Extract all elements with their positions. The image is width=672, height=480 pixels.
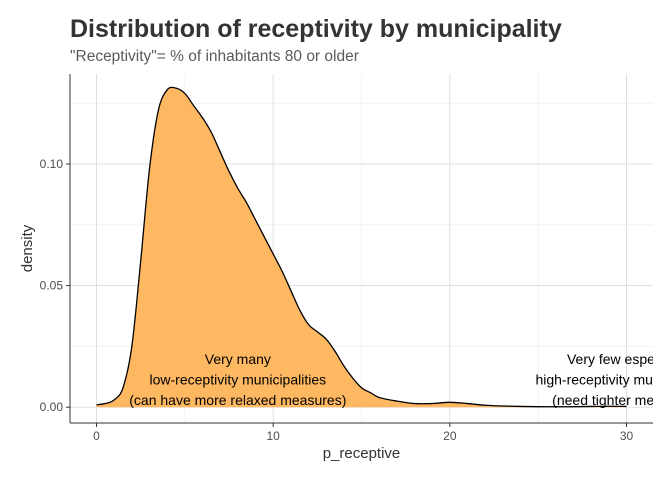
density-line (96, 86, 627, 408)
y-axis-ticks: 0.00 0.05 0.10 (40, 157, 70, 414)
annotation-line: high-receptivity municipalities (535, 372, 672, 388)
x-tick-label: 20 (443, 429, 457, 443)
density-series (96, 86, 627, 408)
annotations: Very many low-receptivity municipalities (… (129, 351, 672, 408)
density-area (96, 87, 627, 408)
annotation-line: (can have more relaxed measures) (129, 392, 346, 408)
annotation-line: (need tighter measures) (552, 392, 672, 408)
x-tick-label: 10 (266, 429, 280, 443)
annotation: Very few especially high-receptivity muni… (535, 351, 672, 408)
annotation: Very many low-receptivity municipalities (… (129, 351, 346, 408)
chart-title: Distribution of receptivity by municipal… (70, 15, 562, 43)
x-axis-ticks: 0 10 20 30 (93, 423, 633, 443)
y-tick-label: 0.00 (40, 400, 64, 414)
annotation-line: Very few especially (567, 351, 672, 367)
y-tick-label: 0.10 (40, 157, 64, 171)
x-tick-label: 30 (620, 429, 634, 443)
x-tick-label: 0 (93, 429, 100, 443)
y-tick-label: 0.05 (40, 279, 64, 293)
annotation-line: Very many (205, 351, 271, 367)
y-axis-label: density (19, 224, 36, 272)
x-axis-label: p_receptive (323, 445, 401, 462)
annotation-line: low-receptivity municipalities (150, 372, 327, 388)
chart-subtitle: "Receptivity"= % of inhabitants 80 or ol… (70, 48, 359, 65)
plot-area: Very many low-receptivity municipalities (… (70, 74, 672, 423)
